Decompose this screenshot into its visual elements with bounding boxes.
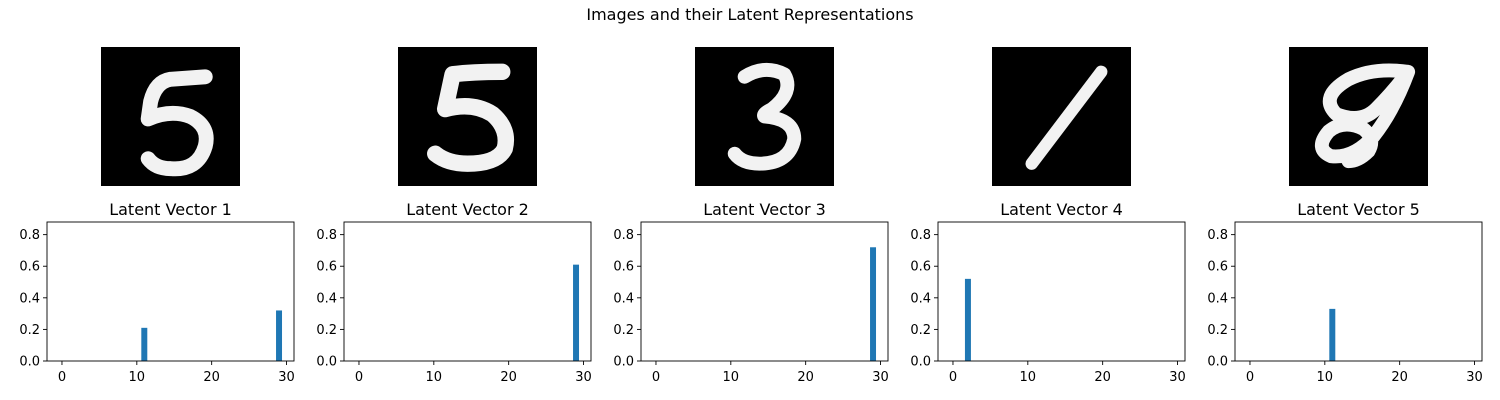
x-tick-label: 30 xyxy=(1169,370,1186,385)
x-tick-label: 20 xyxy=(1094,370,1111,385)
y-tick-label: 0.0 xyxy=(613,355,634,370)
x-tick-label: 0 xyxy=(355,370,363,385)
axes-frame-5 xyxy=(1234,221,1483,362)
axes-frame-3 xyxy=(640,221,889,362)
x-tick-label: 0 xyxy=(652,370,660,385)
y-tick-label: 0.2 xyxy=(316,323,337,338)
axes-title-3: Latent Vector 3 xyxy=(703,200,826,219)
y-tick-label: 0.4 xyxy=(316,291,337,306)
x-tick-label: 20 xyxy=(1391,370,1408,385)
bar-5-1 xyxy=(1329,308,1336,361)
axes-title-2: Latent Vector 2 xyxy=(406,200,529,219)
x-tick-label: 30 xyxy=(1466,370,1483,385)
digit-stroke xyxy=(1025,65,1108,170)
y-tick-label: 0.0 xyxy=(1207,355,1228,370)
x-tick-label: 10 xyxy=(1020,370,1037,385)
axes-frame-1 xyxy=(46,221,295,362)
axes-frame-4 xyxy=(937,221,1186,362)
bar-4-1 xyxy=(964,278,971,361)
x-tick-label: 10 xyxy=(129,370,146,385)
y-tick-label: 0.6 xyxy=(910,260,931,275)
digit-strokes-1 xyxy=(140,69,214,177)
bar-1-1 xyxy=(141,327,148,361)
bar-3-1 xyxy=(870,247,877,361)
y-tick-label: 0.4 xyxy=(19,291,40,306)
y-tick-label: 0.8 xyxy=(910,228,931,243)
y-tick-label: 0.8 xyxy=(19,228,40,243)
y-tick-label: 0.4 xyxy=(1207,291,1228,306)
digit-strokes-3 xyxy=(727,63,802,171)
axes-title-1: Latent Vector 1 xyxy=(109,200,232,219)
y-tick-label: 0.2 xyxy=(910,323,931,338)
x-tick-label: 20 xyxy=(203,370,220,385)
y-tick-label: 0.2 xyxy=(613,323,634,338)
digit-strokes-4 xyxy=(1025,65,1108,170)
figure-title: Images and their Latent Representations xyxy=(586,5,914,24)
x-tick-label: 10 xyxy=(1317,370,1334,385)
y-tick-label: 0.0 xyxy=(316,355,337,370)
y-tick-label: 0.4 xyxy=(613,291,634,306)
y-tick-label: 0.6 xyxy=(316,260,337,275)
digit-stroke xyxy=(140,69,214,177)
axes-frame-2 xyxy=(343,221,592,362)
y-tick-label: 0.8 xyxy=(1207,228,1228,243)
x-tick-label: 0 xyxy=(1246,370,1254,385)
digit-stroke xyxy=(427,63,515,172)
x-tick-label: 20 xyxy=(797,370,814,385)
x-tick-label: 0 xyxy=(949,370,957,385)
bar-2-1 xyxy=(573,264,580,361)
axes-title-4: Latent Vector 4 xyxy=(1000,200,1123,219)
digit-strokes-5 xyxy=(1314,63,1416,169)
x-tick-label: 30 xyxy=(278,370,295,385)
digit-stroke xyxy=(1314,63,1416,169)
y-tick-label: 0.2 xyxy=(19,323,40,338)
x-tick-label: 0 xyxy=(58,370,66,385)
y-tick-label: 0.2 xyxy=(1207,323,1228,338)
y-tick-label: 0.0 xyxy=(19,355,40,370)
y-tick-label: 0.8 xyxy=(316,228,337,243)
x-tick-label: 30 xyxy=(575,370,592,385)
x-tick-label: 30 xyxy=(872,370,889,385)
y-tick-label: 0.0 xyxy=(910,355,931,370)
digit-stroke xyxy=(727,63,802,171)
y-tick-label: 0.4 xyxy=(910,291,931,306)
bar-1-2 xyxy=(276,310,283,361)
x-tick-label: 20 xyxy=(500,370,517,385)
y-tick-label: 0.8 xyxy=(613,228,634,243)
digit-strokes-2 xyxy=(427,63,515,172)
x-tick-label: 10 xyxy=(426,370,443,385)
y-tick-label: 0.6 xyxy=(613,260,634,275)
y-tick-label: 0.6 xyxy=(19,260,40,275)
axes-title-5: Latent Vector 5 xyxy=(1297,200,1420,219)
x-tick-label: 10 xyxy=(723,370,740,385)
y-tick-label: 0.6 xyxy=(1207,260,1228,275)
